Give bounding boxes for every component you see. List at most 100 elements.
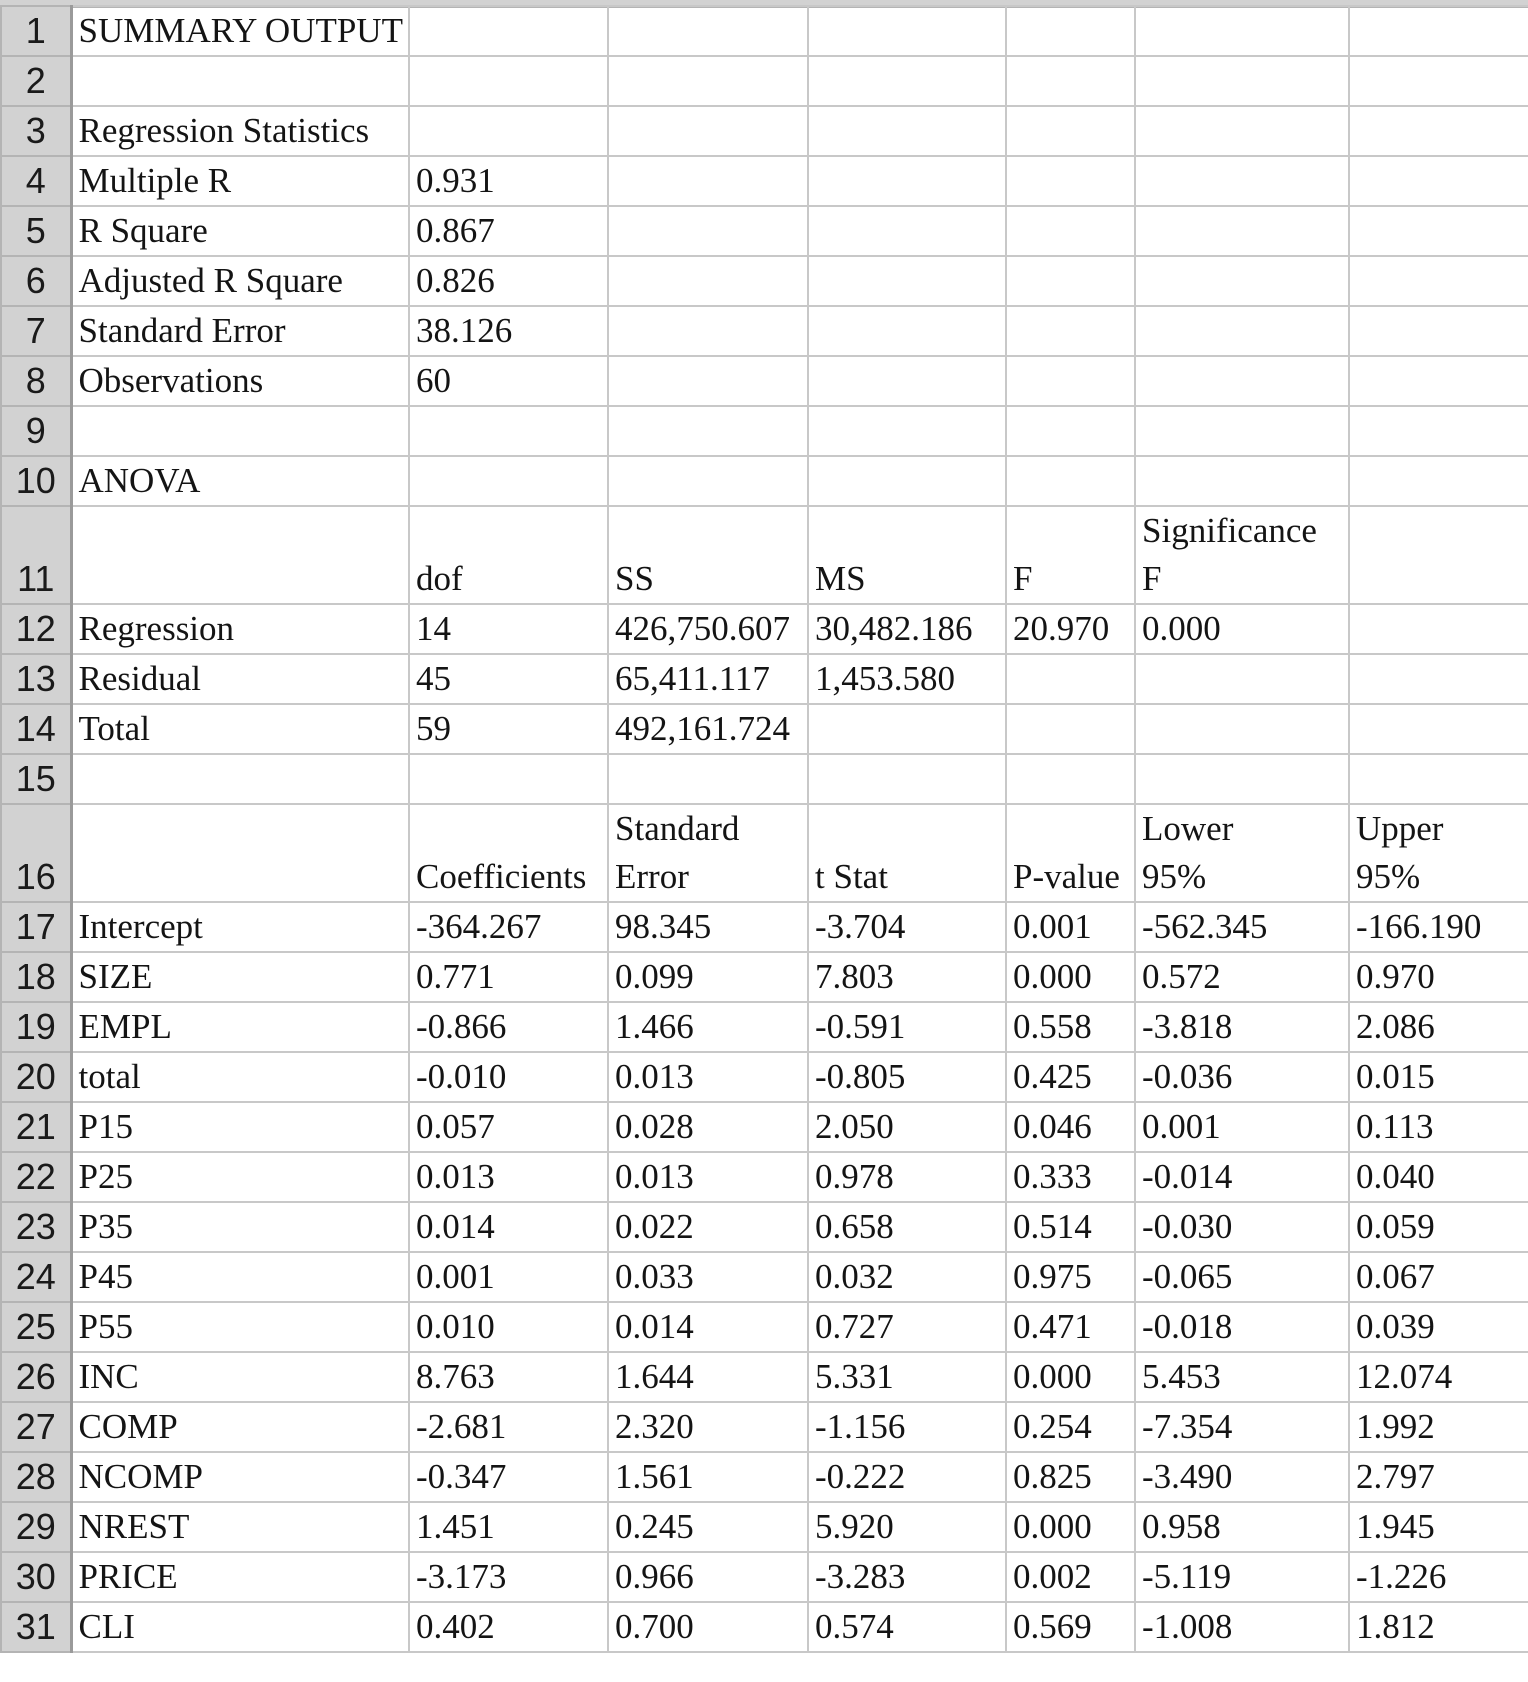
row-header[interactable]: 19 bbox=[0, 1001, 73, 1053]
row-header[interactable]: 13 bbox=[0, 653, 73, 705]
cell-col-d[interactable] bbox=[807, 105, 1007, 157]
cell-col-d[interactable]: t Stat bbox=[807, 803, 1007, 903]
cell-col-c[interactable]: 0.013 bbox=[607, 1151, 809, 1203]
cell-col-f[interactable] bbox=[1134, 5, 1350, 57]
row-header[interactable]: 15 bbox=[0, 753, 73, 805]
cell-col-c[interactable] bbox=[607, 155, 809, 207]
cell-col-g[interactable]: -166.190 bbox=[1348, 901, 1528, 953]
cell-col-e[interactable] bbox=[1005, 5, 1136, 57]
cell-col-b[interactable]: 45 bbox=[408, 653, 609, 705]
cell-col-f[interactable] bbox=[1134, 703, 1350, 755]
cell-col-g[interactable]: 2.797 bbox=[1348, 1451, 1528, 1503]
row-header[interactable]: 10 bbox=[0, 455, 73, 507]
cell-col-b[interactable]: -0.866 bbox=[408, 1001, 609, 1053]
cell-col-e[interactable]: 0.471 bbox=[1005, 1301, 1136, 1353]
cell-col-e[interactable] bbox=[1005, 455, 1136, 507]
cell-col-b[interactable]: 0.402 bbox=[408, 1601, 609, 1653]
cell-col-e[interactable] bbox=[1005, 753, 1136, 805]
cell-col-c[interactable] bbox=[607, 105, 809, 157]
cell-col-d[interactable] bbox=[807, 255, 1007, 307]
cell-col-f[interactable] bbox=[1134, 155, 1350, 207]
cell-col-g[interactable]: 0.067 bbox=[1348, 1251, 1528, 1303]
cell-col-b[interactable]: -0.347 bbox=[408, 1451, 609, 1503]
cell-label[interactable]: Regression bbox=[70, 603, 410, 655]
cell-col-e[interactable]: P-value bbox=[1005, 803, 1136, 903]
cell-col-d[interactable]: -3.704 bbox=[807, 901, 1007, 953]
row-header[interactable]: 12 bbox=[0, 603, 73, 655]
cell-col-b[interactable]: 1.451 bbox=[408, 1501, 609, 1553]
cell-col-f[interactable]: 5.453 bbox=[1134, 1351, 1350, 1403]
cell-col-g[interactable]: 0.970 bbox=[1348, 951, 1528, 1003]
cell-col-f[interactable]: Lower 95% bbox=[1134, 803, 1350, 903]
row-header[interactable]: 9 bbox=[0, 405, 73, 457]
cell-col-d[interactable]: -0.222 bbox=[807, 1451, 1007, 1503]
row-header[interactable]: 6 bbox=[0, 255, 73, 307]
row-header[interactable]: 23 bbox=[0, 1201, 73, 1253]
cell-col-b[interactable]: 8.763 bbox=[408, 1351, 609, 1403]
cell-col-g[interactable]: Upper 95% bbox=[1348, 803, 1528, 903]
cell-label[interactable]: Residual bbox=[70, 653, 410, 705]
cell-col-d[interactable]: -0.591 bbox=[807, 1001, 1007, 1053]
cell-col-b[interactable]: 0.013 bbox=[408, 1151, 609, 1203]
row-header[interactable]: 18 bbox=[0, 951, 73, 1003]
cell-col-c[interactable] bbox=[607, 55, 809, 107]
cell-col-b[interactable]: 0.931 bbox=[408, 155, 609, 207]
cell-col-c[interactable] bbox=[607, 355, 809, 407]
cell-col-f[interactable] bbox=[1134, 55, 1350, 107]
cell-col-g[interactable] bbox=[1348, 405, 1528, 457]
cell-label[interactable]: Intercept bbox=[70, 901, 410, 953]
row-header[interactable]: 26 bbox=[0, 1351, 73, 1403]
cell-label[interactable]: NCOMP bbox=[70, 1451, 410, 1503]
cell-col-c[interactable]: 1.466 bbox=[607, 1001, 809, 1053]
row-header[interactable]: 8 bbox=[0, 355, 73, 407]
cell-col-e[interactable] bbox=[1005, 105, 1136, 157]
cell-col-g[interactable]: 12.074 bbox=[1348, 1351, 1528, 1403]
cell-col-f[interactable] bbox=[1134, 405, 1350, 457]
cell-col-f[interactable]: -0.014 bbox=[1134, 1151, 1350, 1203]
cell-col-e[interactable] bbox=[1005, 305, 1136, 357]
cell-label[interactable]: COMP bbox=[70, 1401, 410, 1453]
cell-col-f[interactable]: -0.030 bbox=[1134, 1201, 1350, 1253]
cell-col-f[interactable] bbox=[1134, 205, 1350, 257]
cell-col-b[interactable]: 59 bbox=[408, 703, 609, 755]
cell-col-c[interactable]: 65,411.117 bbox=[607, 653, 809, 705]
cell-col-e[interactable]: 0.000 bbox=[1005, 1501, 1136, 1553]
cell-col-e[interactable]: 0.825 bbox=[1005, 1451, 1136, 1503]
cell-col-d[interactable]: 0.032 bbox=[807, 1251, 1007, 1303]
cell-col-e[interactable]: 0.000 bbox=[1005, 1351, 1136, 1403]
cell-col-e[interactable]: 0.046 bbox=[1005, 1101, 1136, 1153]
cell-col-b[interactable]: 0.771 bbox=[408, 951, 609, 1003]
cell-col-g[interactable] bbox=[1348, 505, 1528, 605]
cell-col-c[interactable]: 0.033 bbox=[607, 1251, 809, 1303]
cell-col-b[interactable]: -0.010 bbox=[408, 1051, 609, 1103]
cell-col-d[interactable] bbox=[807, 405, 1007, 457]
cell-col-e[interactable] bbox=[1005, 155, 1136, 207]
cell-col-d[interactable]: -1.156 bbox=[807, 1401, 1007, 1453]
cell-label[interactable]: total bbox=[70, 1051, 410, 1103]
row-header[interactable]: 2 bbox=[0, 55, 73, 107]
cell-col-g[interactable] bbox=[1348, 653, 1528, 705]
cell-col-f[interactable] bbox=[1134, 753, 1350, 805]
cell-col-g[interactable] bbox=[1348, 703, 1528, 755]
cell-col-c[interactable]: 0.099 bbox=[607, 951, 809, 1003]
cell-col-d[interactable] bbox=[807, 455, 1007, 507]
cell-col-b[interactable]: -3.173 bbox=[408, 1551, 609, 1603]
cell-col-d[interactable]: 30,482.186 bbox=[807, 603, 1007, 655]
cell-label[interactable]: CLI bbox=[70, 1601, 410, 1653]
row-header[interactable]: 28 bbox=[0, 1451, 73, 1503]
cell-col-g[interactable] bbox=[1348, 603, 1528, 655]
cell-col-d[interactable]: 5.331 bbox=[807, 1351, 1007, 1403]
cell-label[interactable]: Standard Error bbox=[70, 305, 410, 357]
cell-col-g[interactable]: 1.945 bbox=[1348, 1501, 1528, 1553]
cell-label[interactable]: Regression Statistics bbox=[70, 105, 410, 157]
cell-col-b[interactable] bbox=[408, 5, 609, 57]
cell-col-g[interactable] bbox=[1348, 105, 1528, 157]
cell-label[interactable] bbox=[70, 55, 410, 107]
cell-col-c[interactable] bbox=[607, 455, 809, 507]
cell-col-g[interactable]: 2.086 bbox=[1348, 1001, 1528, 1053]
cell-col-b[interactable]: 38.126 bbox=[408, 305, 609, 357]
row-header[interactable]: 24 bbox=[0, 1251, 73, 1303]
cell-col-e[interactable]: F bbox=[1005, 505, 1136, 605]
cell-col-e[interactable]: 0.514 bbox=[1005, 1201, 1136, 1253]
cell-label[interactable]: PRICE bbox=[70, 1551, 410, 1603]
